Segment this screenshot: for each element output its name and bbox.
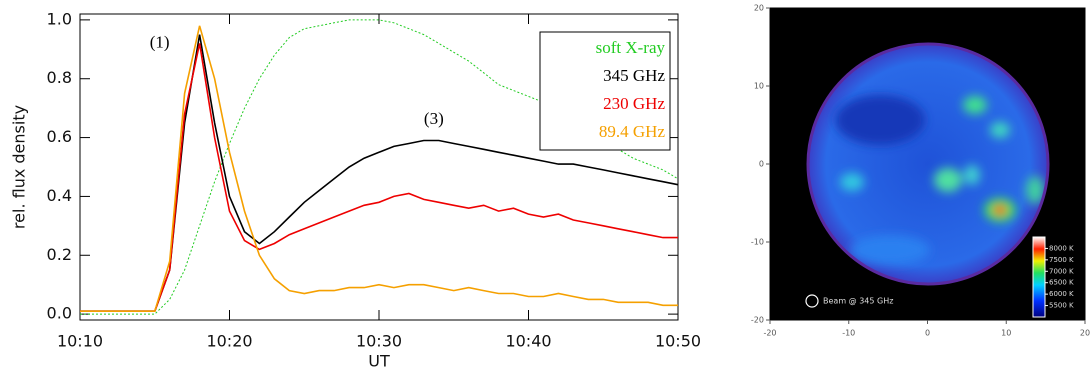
x-tick-label: -10 — [842, 329, 855, 338]
legend-label: 89.4 GHz — [599, 122, 666, 141]
colorbar-label: 7000 K — [1049, 267, 1074, 275]
y-axis-label: rel. flux density — [10, 105, 29, 229]
y-tick-label: 0.8 — [47, 68, 72, 87]
y-tick-label: 0.4 — [47, 186, 72, 205]
x-tick-label: 10:40 — [505, 332, 551, 351]
colorbar-label: 7500 K — [1049, 256, 1074, 264]
y-tick-label: 0.6 — [47, 127, 72, 146]
colorbar-label: 6500 K — [1049, 279, 1074, 287]
figure: Beam @ 345 GHz 0.0 0.2 0.4 0.6 0.8 1.0 10:10 10… — [0, 0, 1092, 372]
colorbar-label: 8000 K — [1049, 244, 1074, 252]
y-tick-label: -10 — [751, 238, 764, 247]
x-tick-label: 10 — [1001, 329, 1011, 338]
legend-label: 345 GHz — [603, 66, 665, 85]
y-tick-label: -20 — [751, 316, 764, 325]
x-tick-label: 10:50 — [655, 332, 701, 351]
colorbar-label: 5500 K — [1049, 302, 1074, 310]
legend-label: 230 GHz — [603, 94, 665, 113]
y-tick-label: 20 — [754, 4, 764, 13]
y-tick-label: 1.0 — [47, 9, 72, 28]
x-tick-label: -20 — [763, 329, 776, 338]
colorbar-label: 6000 K — [1049, 290, 1074, 298]
y-tick-label: 10 — [754, 82, 764, 91]
x-tick-label: 10:10 — [57, 332, 103, 351]
x-axis-label: UT — [368, 352, 390, 371]
x-tick-label: 0 — [925, 329, 930, 338]
y-tick-label: 0.2 — [47, 245, 72, 264]
beam-label: Beam @ 345 GHz — [823, 297, 893, 306]
annotation: (3) — [424, 109, 444, 128]
y-tick-label: 0.0 — [47, 304, 72, 323]
x-tick-label: 20 — [1080, 329, 1090, 338]
x-tick-label: 10:30 — [356, 332, 402, 351]
colorbar — [1033, 237, 1045, 317]
annotation: (1) — [150, 32, 170, 51]
x-tick-label: 10:20 — [206, 332, 252, 351]
page: Beam @ 345 GHz 0.0 0.2 0.4 0.6 0.8 1.0 10:10 10… — [0, 0, 1092, 372]
y-tick-label: 0 — [759, 160, 764, 169]
legend-label: soft X-ray — [596, 38, 666, 57]
